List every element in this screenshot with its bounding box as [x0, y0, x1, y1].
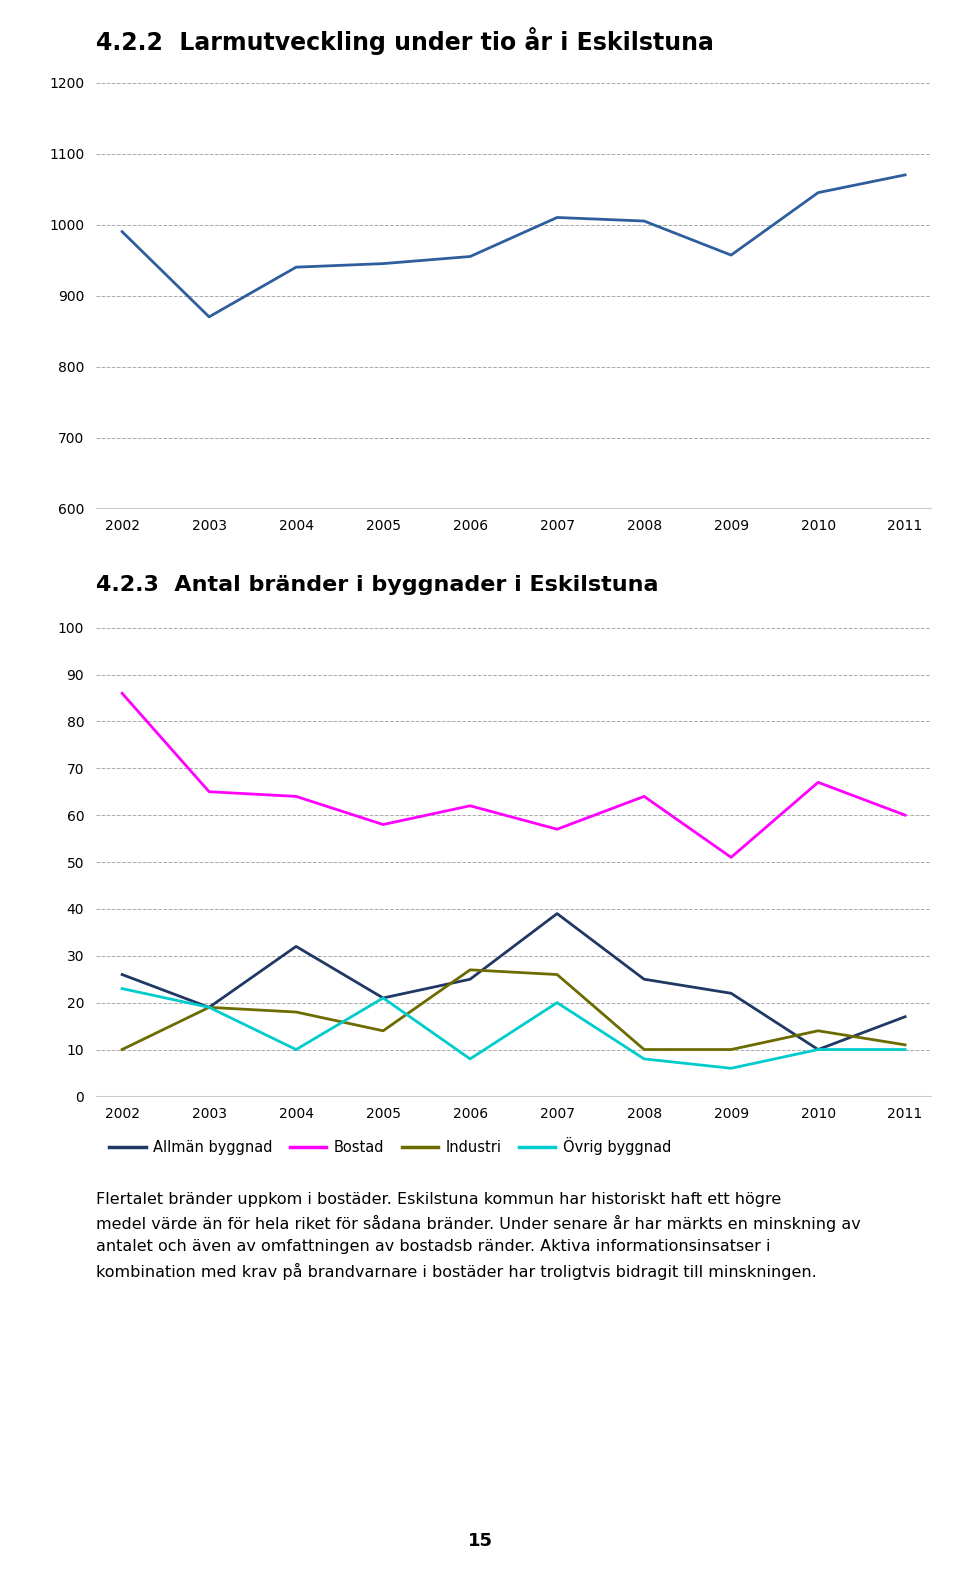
Text: 15: 15	[468, 1532, 492, 1551]
Text: 4.2.2  Larmutveckling under tio år i Eskilstuna: 4.2.2 Larmutveckling under tio år i Eski…	[96, 27, 714, 56]
Text: Flertalet bränder uppkom i bostäder. Eskilstuna kommun har historiskt haft ett h: Flertalet bränder uppkom i bostäder. Esk…	[96, 1192, 861, 1279]
Legend: Allmän byggnad, Bostad, Industri, Övrig byggnad: Allmän byggnad, Bostad, Industri, Övrig …	[104, 1131, 677, 1160]
Text: 4.2.3  Antal bränder i byggnader i Eskilstuna: 4.2.3 Antal bränder i byggnader i Eskils…	[96, 575, 659, 594]
